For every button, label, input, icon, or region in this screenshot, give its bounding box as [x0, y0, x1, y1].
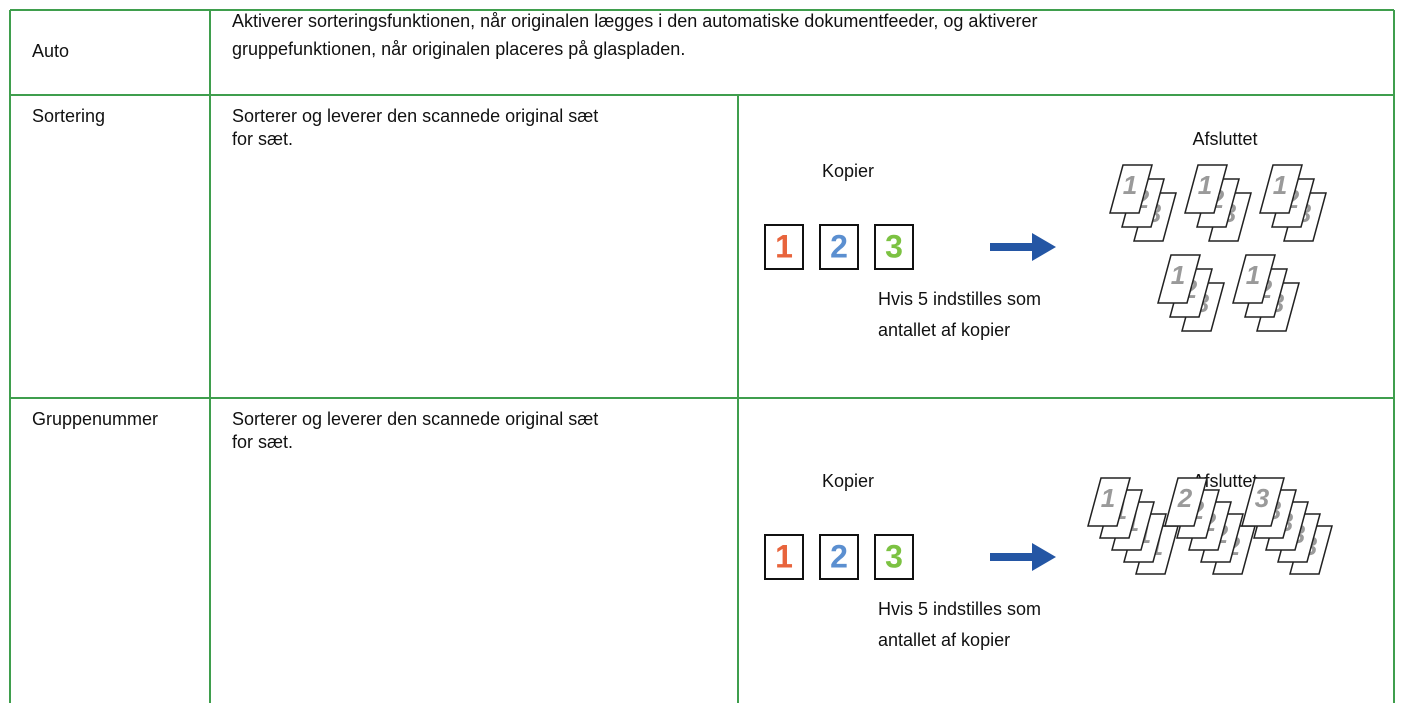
row-description: Sorterer og leverer den scannede origina… [232, 409, 598, 429]
original-number: 2 [830, 538, 848, 574]
original-box [874, 224, 914, 270]
sheet [1259, 164, 1303, 214]
sheet-number: 1 [1246, 260, 1260, 290]
sheet [1184, 164, 1228, 214]
sheet-number: 1 [1198, 170, 1212, 200]
original-box [874, 534, 914, 580]
sheet [1109, 164, 1153, 214]
sheet-number: 1 [1101, 483, 1115, 513]
sheet-number: 1 [1273, 170, 1287, 200]
row-label: Sortering [32, 106, 105, 126]
sheet-number: 2 [1177, 483, 1193, 513]
original-number: 1 [775, 538, 793, 574]
copies-label: Kopier [822, 471, 874, 491]
arrow [990, 233, 1056, 261]
finished-label: Afsluttet [1192, 129, 1257, 149]
original-number: 3 [885, 228, 903, 264]
row-description: Sorterer og leverer den scannede origina… [232, 106, 598, 126]
sheet-number: 1 [1123, 170, 1137, 200]
row-description: for sæt. [232, 432, 293, 452]
note: antallet af kopier [878, 630, 1010, 650]
copies-label: Kopier [822, 161, 874, 181]
row-description: gruppefunktionen, når originalen placere… [232, 39, 685, 59]
sheet [1164, 477, 1208, 527]
sheet-number: 1 [1171, 260, 1185, 290]
original-box [764, 534, 804, 580]
row-description: Aktiverer sorteringsfunktionen, når orig… [232, 11, 1037, 31]
original-number: 1 [775, 228, 793, 264]
note: Hvis 5 indstilles som [878, 599, 1041, 619]
sheet [1157, 254, 1201, 304]
row-description: for sæt. [232, 129, 293, 149]
row-label: Gruppenummer [32, 409, 158, 429]
original-box [819, 534, 859, 580]
note: antallet af kopier [878, 320, 1010, 340]
sheet [1087, 477, 1131, 527]
finished-label: Afsluttet [1192, 471, 1257, 491]
arrow [990, 543, 1056, 571]
original-number: 3 [885, 538, 903, 574]
sheet-number: 3 [1255, 483, 1270, 513]
original-box [819, 224, 859, 270]
row-label: Auto [32, 41, 69, 61]
note: Hvis 5 indstilles som [878, 289, 1041, 309]
sheet [1241, 477, 1285, 527]
sheet [1232, 254, 1276, 304]
original-box [764, 224, 804, 270]
original-number: 2 [830, 228, 848, 264]
